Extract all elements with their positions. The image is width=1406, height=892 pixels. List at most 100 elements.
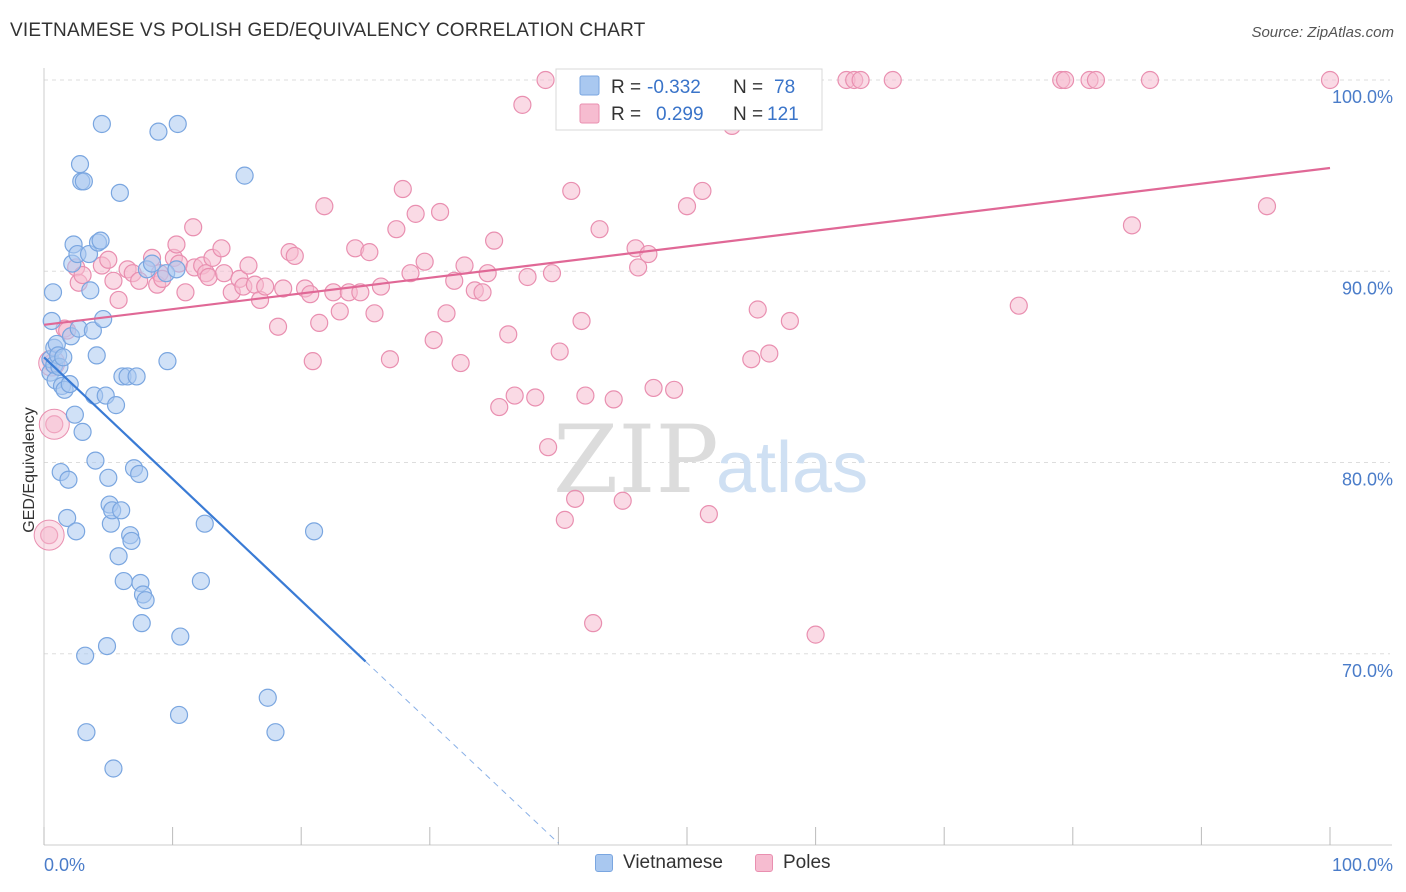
poles-point: [387, 220, 406, 239]
poles-point: [167, 235, 186, 254]
vietnamese-point: [74, 172, 93, 191]
poles-point: [406, 204, 425, 223]
poles-point: [1257, 197, 1277, 216]
vietnamese-point: [132, 614, 151, 633]
poles-point: [214, 264, 234, 283]
legend-n-label-1: N =: [733, 77, 763, 98]
vietnamese-point: [114, 571, 133, 591]
legend-item-poles: Poles: [755, 852, 831, 874]
vietnamese-point: [67, 522, 86, 541]
poles-point: [760, 344, 779, 363]
poles-point: [212, 239, 231, 258]
vietnamese-point: [109, 547, 128, 566]
poles-point: [665, 380, 684, 399]
poles-point: [629, 258, 648, 277]
vietnamese-point: [70, 155, 90, 174]
poles-point: [490, 397, 509, 417]
poles-point: [1122, 216, 1142, 235]
vietnamese-point: [92, 114, 111, 134]
poles-point: [566, 489, 585, 508]
y-tick-label: 70.0%: [1342, 661, 1393, 681]
poles-point: [1009, 296, 1028, 315]
legend-n-label-2: N =: [733, 104, 763, 125]
vietnamese-point: [99, 468, 118, 487]
vietnamese-point: [266, 723, 285, 742]
vietnamese-point: [195, 514, 214, 533]
y-axis-label: GED/Equivalency: [21, 407, 38, 532]
legend-label-vietnamese: Vietnamese: [623, 852, 723, 873]
poles-point: [883, 70, 902, 90]
vietnamese-point: [169, 705, 189, 725]
source-label: Source: ZipAtlas.com: [1251, 24, 1394, 41]
x-tick-label: 100.0%: [1332, 855, 1393, 875]
legend-n-value-2: 121: [767, 104, 799, 125]
vietnamese-point: [122, 531, 141, 551]
poles-point: [780, 311, 799, 331]
poles-point: [1140, 70, 1160, 90]
poles-point: [301, 285, 320, 304]
vietnamese-point: [158, 352, 177, 371]
poles-point: [380, 350, 400, 369]
poles-point: [572, 311, 591, 331]
vietnamese-point: [43, 283, 63, 302]
legend-r-value-1: -0.332: [647, 77, 701, 98]
poles-point: [584, 614, 603, 633]
poles-point: [424, 331, 443, 350]
vietnamese-point: [86, 451, 105, 470]
poles-point: [526, 388, 545, 407]
poles-point: [613, 491, 632, 510]
poles-point: [315, 197, 334, 216]
vietnamese-point: [73, 422, 92, 441]
vietnamese-point: [97, 636, 117, 656]
poles-trend-line: [43, 166, 1331, 326]
poles-point: [518, 267, 537, 287]
poles-point: [644, 378, 663, 398]
poles-point: [104, 271, 123, 290]
poles-point: [555, 510, 574, 529]
vietnamese-point: [235, 166, 254, 185]
vietnamese-point: [304, 522, 324, 541]
legend-swatch: [755, 854, 773, 872]
vietnamese-point: [104, 759, 123, 778]
poles-point: [505, 386, 524, 405]
legend-label-poles: Poles: [783, 852, 831, 873]
y-tick-label: 100.0%: [1332, 87, 1393, 107]
legend-r-value-2: 0.299: [656, 104, 704, 125]
vietnamese-point: [87, 346, 106, 365]
poles-point: [40, 526, 59, 545]
vietnamese-point: [142, 254, 162, 273]
vietnamese-point: [58, 508, 77, 528]
vietnamese-point: [65, 405, 84, 424]
correlation-legend: R = -0.332 N = 78 R = 0.299 N = 121: [555, 68, 823, 131]
poles-point: [1320, 70, 1340, 90]
tick-labels: 70.0% 80.0% 90.0% 100.0% 0.0% 100.0%: [44, 87, 1393, 875]
poles-point: [268, 317, 288, 336]
poles-point: [542, 264, 562, 283]
poles-point: [742, 350, 761, 369]
y-tick-label: 80.0%: [1342, 470, 1393, 490]
grid-lines: [44, 79, 1390, 655]
poles-point: [274, 279, 293, 298]
poles-point: [351, 283, 370, 302]
poles-point: [536, 70, 555, 90]
poles-point: [499, 325, 518, 344]
poles-point: [99, 250, 118, 269]
vietnamese-point: [54, 348, 73, 367]
poles-point: [401, 264, 420, 283]
poles-point: [604, 390, 623, 409]
x-tick-label: 0.0%: [44, 855, 85, 875]
vietnamese-point: [83, 321, 102, 340]
y-tick-label: 90.0%: [1342, 278, 1393, 298]
poles-point: [109, 290, 128, 310]
poles-point: [455, 256, 474, 275]
vietnamese-points: [41, 114, 324, 778]
vietnamese-trend-line: [43, 356, 367, 663]
poles-point: [199, 267, 218, 287]
legend-r-label-1: R =: [611, 77, 641, 98]
vietnamese-point: [136, 591, 155, 610]
watermark-atlas: atlas: [716, 428, 868, 508]
legend-swatch: [595, 854, 613, 872]
legend-r-label-2: R =: [611, 104, 641, 125]
poles-point: [45, 415, 64, 434]
